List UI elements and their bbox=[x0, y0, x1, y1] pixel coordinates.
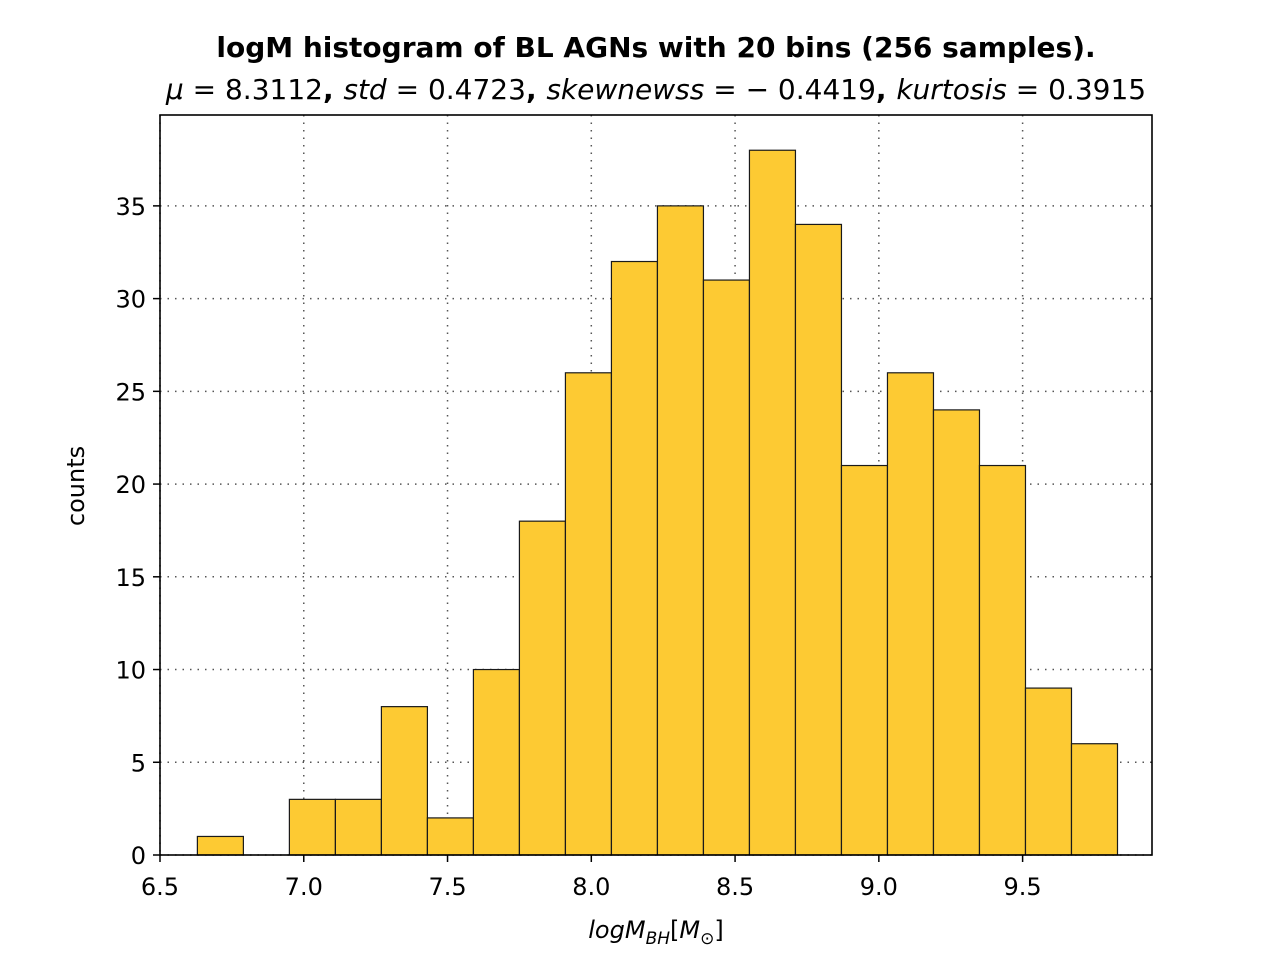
histogram-bar bbox=[702, 279, 751, 856]
x-label-inner: M bbox=[679, 916, 700, 944]
x-label-inner-sub: ⊙ bbox=[700, 929, 714, 949]
y-axis-label: counts bbox=[62, 446, 90, 526]
subtitle-part: = 8.3112 bbox=[184, 73, 323, 106]
histogram-bar bbox=[656, 205, 705, 856]
subtitle-part: , bbox=[323, 73, 343, 106]
histogram-bar bbox=[748, 149, 797, 856]
plot-frame bbox=[159, 114, 1153, 856]
y-tick-label: 0 bbox=[131, 842, 146, 870]
histogram-bar bbox=[840, 464, 889, 856]
histogram-bar bbox=[288, 798, 336, 856]
x-tick-label: 7.5 bbox=[428, 873, 466, 901]
histogram-bar bbox=[380, 706, 429, 856]
histogram-bar bbox=[1024, 687, 1073, 856]
bars bbox=[196, 149, 1119, 856]
chart-subtitle: μ = 8.3112, std = 0.4723, skewnewss = − … bbox=[165, 73, 1146, 106]
y-tick-label: 20 bbox=[115, 471, 146, 499]
histogram-bar bbox=[334, 798, 383, 856]
subtitle-part: = 0.4723 bbox=[387, 73, 526, 106]
histogram-bar bbox=[196, 835, 244, 856]
histogram-bar bbox=[1070, 743, 1119, 856]
subtitle-part: μ bbox=[165, 73, 184, 106]
y-tick-label: 10 bbox=[115, 657, 146, 685]
x-label-sub: BH bbox=[646, 929, 671, 949]
y-axis-ticks: 0 5 10 15 20 25 30 35 bbox=[115, 193, 160, 870]
histogram-bar bbox=[426, 817, 475, 856]
x-tick-label: 8.0 bbox=[572, 873, 610, 901]
y-tick-label: 25 bbox=[115, 378, 146, 406]
x-tick-label: 7.0 bbox=[285, 873, 323, 901]
x-tick-label: 8.5 bbox=[716, 873, 754, 901]
y-tick-label: 30 bbox=[115, 286, 146, 314]
x-axis-label: logMBH[M⊙] bbox=[588, 916, 723, 949]
x-label-bracket-open: [ bbox=[670, 916, 679, 944]
x-tick-label: 6.5 bbox=[141, 873, 179, 901]
subtitle-part: , bbox=[876, 73, 896, 106]
histogram-bar bbox=[518, 520, 567, 856]
y-tick-label: 5 bbox=[131, 749, 146, 777]
histogram-bar bbox=[610, 260, 659, 856]
y-tick-label: 35 bbox=[115, 193, 146, 221]
x-tick-label: 9.5 bbox=[1004, 873, 1042, 901]
subtitle-part: kurtosis bbox=[896, 73, 1007, 106]
histogram-bar bbox=[978, 464, 1027, 856]
subtitle-part: = − 0.4419 bbox=[704, 73, 876, 106]
histogram-bar bbox=[886, 372, 935, 856]
subtitle-part: = 0.3915 bbox=[1007, 73, 1146, 106]
histogram-bar bbox=[932, 409, 981, 856]
subtitle-part: std bbox=[343, 73, 387, 106]
x-label-bracket-close: ] bbox=[714, 916, 723, 944]
subtitle-part: , bbox=[526, 73, 546, 106]
x-tick-label: 9.0 bbox=[860, 873, 898, 901]
chart-title: logM histogram of BL AGNs with 20 bins (… bbox=[216, 31, 1095, 64]
subtitle-part: skewnewss bbox=[546, 73, 704, 106]
histogram-bar bbox=[794, 223, 843, 856]
y-tick-label: 15 bbox=[115, 564, 146, 592]
histogram-bar bbox=[564, 372, 613, 856]
histogram-bar bbox=[472, 668, 521, 856]
x-axis-ticks: 6.5 7.0 7.5 8.0 8.5 9.0 9.5 bbox=[141, 855, 1042, 901]
x-label-main: logM bbox=[588, 916, 646, 944]
